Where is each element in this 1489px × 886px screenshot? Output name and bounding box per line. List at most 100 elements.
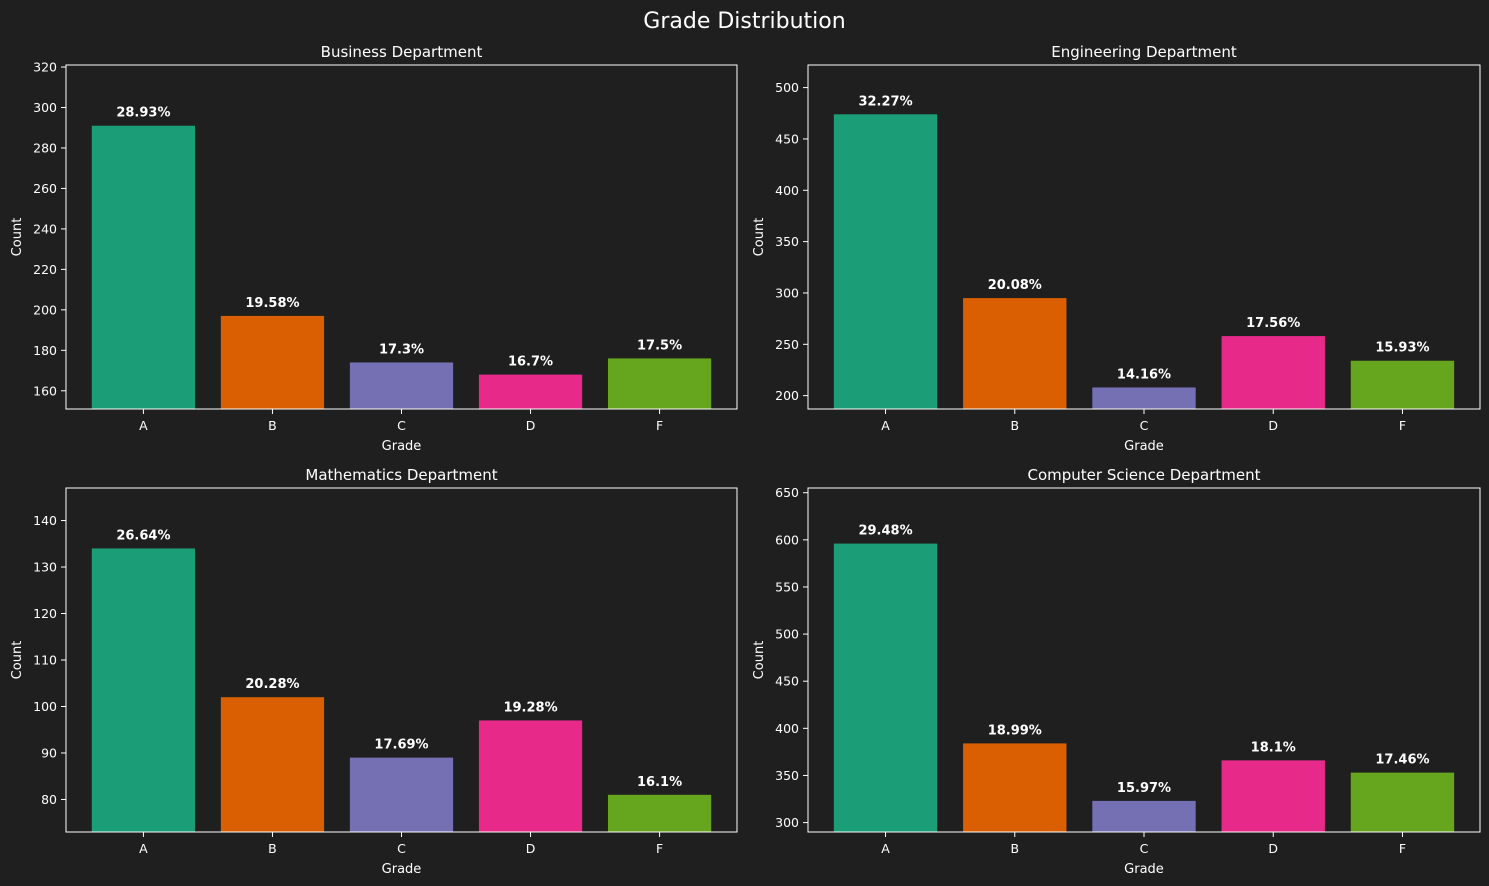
x-axis-label: Grade	[382, 862, 422, 877]
chart-computer-science: Computer Science Department 300 350 400 450 5…	[752, 466, 1481, 877]
y-tick-label: 300	[33, 100, 57, 115]
chart-title-mathematics: Mathematics Department	[305, 466, 497, 484]
y-tick-label: 250	[775, 337, 799, 352]
y-axis-label: Count	[752, 641, 767, 680]
bar-c	[1092, 387, 1196, 409]
x-tick-label: A	[881, 841, 890, 856]
data-label: 17.69%	[374, 738, 428, 753]
bar-d	[478, 720, 583, 832]
x-axis-label: Grade	[1124, 862, 1164, 877]
x-tick-label: C	[1140, 841, 1149, 856]
y-tick-label: 350	[775, 234, 799, 249]
y-tick-label: 300	[775, 285, 799, 300]
data-label: 18.99%	[988, 723, 1042, 738]
data-label: 14.16%	[1117, 367, 1171, 382]
data-label: 29.48%	[858, 524, 912, 539]
y-tick-label: 450	[775, 674, 799, 689]
y-axis-label: Count	[10, 218, 25, 257]
x-tick-label: C	[1140, 418, 1149, 433]
chart-title-engineering: Engineering Department	[1051, 43, 1237, 61]
data-label: 16.1%	[637, 775, 682, 790]
data-label: 19.58%	[245, 296, 299, 311]
y-tick-label: 160	[33, 383, 57, 398]
x-tick-label: A	[139, 418, 148, 433]
bar-c	[349, 757, 454, 832]
bar-f	[1350, 772, 1455, 832]
plot-frame	[65, 64, 738, 410]
x-tick-label: F	[656, 841, 663, 856]
bar-b	[963, 743, 1067, 832]
x-tick-label: B	[268, 418, 277, 433]
data-label: 17.3%	[379, 342, 424, 357]
y-tick-label: 400	[775, 721, 799, 736]
y-tick-label: 400	[775, 183, 799, 198]
x-tick-label: F	[656, 418, 663, 433]
data-label: 18.1%	[1251, 740, 1296, 755]
plot-frame	[65, 487, 738, 833]
y-tick-label: 550	[775, 579, 799, 594]
y-tick-label: 280	[33, 140, 57, 155]
data-label: 20.08%	[988, 278, 1042, 293]
y-tick-label: 220	[33, 262, 57, 277]
data-label: 15.97%	[1117, 781, 1171, 796]
bar-f	[1350, 360, 1455, 409]
chart-business: Business Department 160 180 200 220 240 260 280…	[10, 43, 738, 454]
figure-title: Grade Distribution	[643, 9, 845, 34]
bar-a	[91, 548, 196, 832]
data-label: 28.93%	[116, 106, 170, 121]
x-tick-label: A	[881, 418, 890, 433]
y-tick-label: 350	[775, 768, 799, 783]
y-tick-label: 130	[33, 560, 57, 575]
data-label: 16.7%	[508, 355, 553, 370]
bar-d	[478, 374, 583, 409]
x-tick-label: D	[1268, 418, 1278, 433]
data-label: 17.56%	[1246, 316, 1300, 331]
bar-f	[607, 794, 712, 832]
y-tick-label: 180	[33, 343, 57, 358]
x-axis-label: Grade	[1124, 439, 1164, 454]
y-axis-label: Count	[10, 641, 25, 680]
bar-a	[833, 114, 938, 409]
x-axis-label: Grade	[382, 439, 422, 454]
data-label: 20.28%	[245, 677, 299, 692]
data-label: 17.5%	[637, 338, 682, 353]
y-tick-label: 260	[33, 181, 57, 196]
data-label: 17.46%	[1375, 753, 1429, 768]
x-tick-label: A	[139, 841, 148, 856]
plot-frame	[807, 487, 1481, 833]
bar-f	[607, 358, 712, 409]
y-axis-label: Count	[752, 218, 767, 257]
x-tick-label: B	[268, 841, 277, 856]
data-label: 26.64%	[116, 528, 170, 543]
y-tick-label: 500	[775, 80, 799, 95]
y-tick-label: 240	[33, 221, 57, 236]
data-label: 15.93%	[1375, 341, 1429, 356]
x-tick-label: D	[526, 418, 536, 433]
chart-mathematics: Mathematics Department 80 90 100 110 120 130 14…	[10, 466, 738, 877]
data-label: 32.27%	[858, 94, 912, 109]
bar-a	[833, 543, 938, 832]
y-tick-label: 600	[775, 532, 799, 547]
y-tick-label: 80	[41, 792, 57, 807]
y-tick-label: 300	[775, 815, 799, 830]
bar-b	[220, 697, 325, 832]
bar-b	[220, 315, 325, 409]
x-tick-label: F	[1399, 418, 1406, 433]
x-tick-label: F	[1399, 841, 1406, 856]
bar-d	[1221, 336, 1325, 409]
x-tick-label: B	[1010, 418, 1019, 433]
y-tick-label: 100	[33, 699, 57, 714]
x-tick-label: D	[1268, 841, 1278, 856]
y-tick-label: 200	[33, 302, 57, 317]
chart-title-business: Business Department	[321, 43, 483, 61]
y-tick-label: 110	[33, 653, 57, 668]
y-tick-label: 140	[33, 513, 57, 528]
chart-title-computer-science: Computer Science Department	[1027, 466, 1260, 484]
y-tick-label: 200	[775, 388, 799, 403]
x-tick-label: D	[526, 841, 536, 856]
plot-frame	[807, 64, 1481, 410]
x-tick-label: C	[397, 841, 406, 856]
y-tick-label: 120	[33, 606, 57, 621]
chart-engineering: Engineering Department 200 250 300 350 400 450…	[752, 43, 1481, 454]
